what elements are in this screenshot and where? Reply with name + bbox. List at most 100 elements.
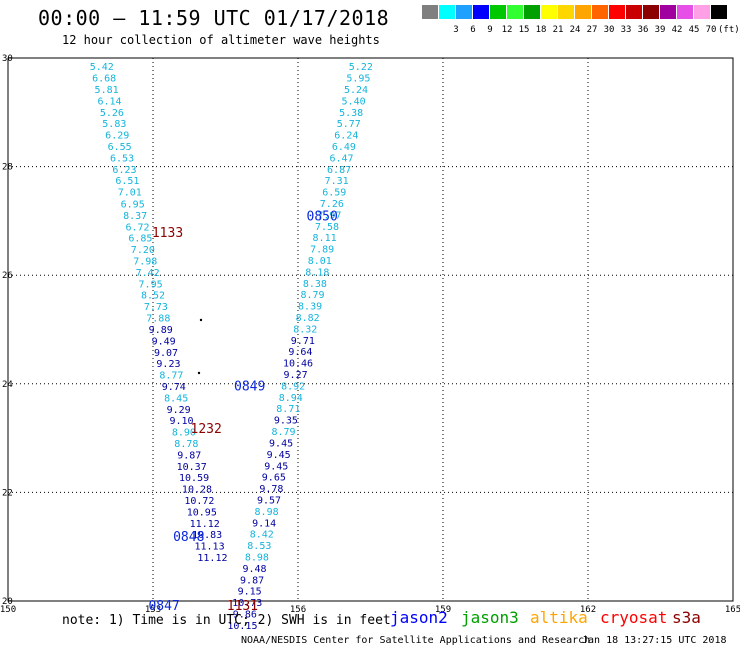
legend-swatch bbox=[541, 5, 557, 19]
swh-reading: 10.72 bbox=[184, 496, 214, 507]
swh-reading: 8.82 bbox=[296, 313, 320, 324]
swh-reading: 8.78 bbox=[174, 439, 198, 450]
swh-reading: 8.79 bbox=[271, 427, 295, 438]
swh-reading: 8.79 bbox=[300, 290, 324, 301]
swh-reading: 8.98 bbox=[245, 552, 269, 563]
legend-swatch bbox=[575, 5, 591, 19]
lat-tick-label: 28 bbox=[2, 163, 13, 173]
legend-label: 12 bbox=[501, 25, 513, 35]
swh-reading: 7.98 bbox=[133, 257, 157, 268]
swh-reading: 7.73 bbox=[144, 302, 168, 313]
satellite-altika: altika bbox=[530, 608, 588, 627]
swh-reading: 7.01 bbox=[118, 188, 142, 199]
legend-label: 36 bbox=[637, 25, 649, 35]
legend-label: 24 bbox=[569, 25, 581, 35]
legend-swatch bbox=[490, 5, 506, 19]
island-marker bbox=[197, 371, 201, 375]
swh-reading: 9.87 bbox=[177, 450, 201, 461]
lon-tick-label: 150 bbox=[0, 605, 16, 615]
swh-reading: 8.37 bbox=[123, 211, 147, 222]
lat-tick-label: 22 bbox=[2, 488, 13, 498]
satellite-cryosat: cryosat bbox=[600, 608, 668, 627]
legend-swatch bbox=[473, 5, 489, 19]
pass-time-label: 0849 bbox=[234, 379, 265, 394]
swh-reading: 5.40 bbox=[342, 96, 366, 107]
legend-label: 42 bbox=[671, 25, 683, 35]
swh-reading: 8.53 bbox=[247, 541, 271, 552]
lat-tick-label: 30 bbox=[2, 54, 13, 64]
island-marker bbox=[199, 318, 203, 322]
swh-reading: 9.27 bbox=[284, 370, 308, 381]
legend-swatch bbox=[439, 5, 455, 19]
swh-reading: 9.45 bbox=[269, 438, 293, 449]
swh-reading: 6.59 bbox=[322, 188, 346, 199]
pass-time-label: 0850 bbox=[307, 209, 338, 224]
swh-reading: 8.42 bbox=[250, 530, 274, 541]
legend-label: 33 bbox=[620, 25, 632, 35]
swh-reading: 5.81 bbox=[95, 85, 119, 96]
swh-reading: 9.45 bbox=[267, 450, 291, 461]
swh-reading: 10.37 bbox=[177, 462, 207, 473]
swh-reading: 10.46 bbox=[283, 359, 313, 370]
legend-swatch bbox=[507, 5, 523, 19]
legend-swatch bbox=[694, 5, 710, 19]
swh-reading: 8.94 bbox=[279, 393, 303, 404]
swh-reading: 9.45 bbox=[264, 461, 288, 472]
pass-time-label: 0847 bbox=[148, 599, 179, 614]
swh-reading: 5.83 bbox=[102, 119, 126, 130]
pass-time-label: 1232 bbox=[191, 422, 222, 437]
legend-swatch bbox=[643, 5, 659, 19]
swh-reading: 7.95 bbox=[139, 279, 163, 290]
swh-reading: 6.23 bbox=[112, 165, 136, 176]
swh-reading: 5.77 bbox=[337, 119, 361, 130]
legend-swatch bbox=[660, 5, 676, 19]
swh-reading: 6.29 bbox=[105, 131, 129, 142]
swh-reading: 9.15 bbox=[238, 587, 262, 598]
legend-swatch bbox=[677, 5, 693, 19]
legend-label: 30 bbox=[603, 25, 615, 35]
lat-tick-label: 20 bbox=[2, 597, 13, 607]
swh-reading: 8.39 bbox=[298, 302, 322, 313]
swh-reading: 5.95 bbox=[346, 74, 370, 85]
satellite-jason3: jason3 bbox=[461, 608, 519, 627]
swh-reading: 10.59 bbox=[179, 473, 209, 484]
swh-reading: 9.48 bbox=[242, 564, 266, 575]
legend-swatch bbox=[626, 5, 642, 19]
legend-swatch bbox=[609, 5, 625, 19]
swh-reading: 9.49 bbox=[152, 336, 176, 347]
swh-reading: 11.13 bbox=[194, 542, 224, 553]
swh-reading: 6.85 bbox=[128, 234, 152, 245]
swh-reading: 8.38 bbox=[303, 279, 327, 290]
swh-reading: 9.74 bbox=[162, 382, 186, 393]
swh-reading: 8.77 bbox=[159, 371, 183, 382]
swh-reading: 6.53 bbox=[110, 153, 134, 164]
swh-reading: 7.58 bbox=[315, 222, 339, 233]
swh-reading: 8.11 bbox=[313, 233, 337, 244]
swh-reading: 11.12 bbox=[197, 553, 227, 564]
swh-reading: 10.28 bbox=[182, 485, 212, 496]
swh-reading: 5.38 bbox=[339, 108, 363, 119]
swh-reading: 7.97 bbox=[317, 210, 341, 221]
swh-reading: 9.14 bbox=[252, 518, 276, 529]
swh-reading: 7.42 bbox=[136, 268, 160, 279]
lon-tick-label: 165 bbox=[725, 605, 740, 615]
legend-swatch bbox=[524, 5, 540, 19]
swh-reading: 9.35 bbox=[274, 416, 298, 427]
swh-reading: 9.10 bbox=[169, 416, 193, 427]
legend-swatch bbox=[711, 5, 727, 19]
swh-reading: 6.95 bbox=[121, 200, 145, 211]
swh-reading: 8.98 bbox=[255, 507, 279, 518]
map-title: 00:00 – 11:59 UTC 01/17/2018 bbox=[38, 6, 390, 30]
swh-reading: 8.18 bbox=[305, 267, 329, 278]
pass-time-label: 0848 bbox=[173, 530, 204, 545]
swh-reading: 9.89 bbox=[149, 325, 173, 336]
legend-swatch bbox=[558, 5, 574, 19]
swh-reading: 10.83 bbox=[192, 530, 222, 541]
legend-label: 39 bbox=[654, 25, 666, 35]
legend-label: 6 bbox=[470, 25, 476, 35]
legend-unit: (ft) bbox=[718, 25, 740, 35]
swh-reading: 6.24 bbox=[334, 131, 358, 142]
swh-reading: 6.49 bbox=[332, 142, 356, 153]
